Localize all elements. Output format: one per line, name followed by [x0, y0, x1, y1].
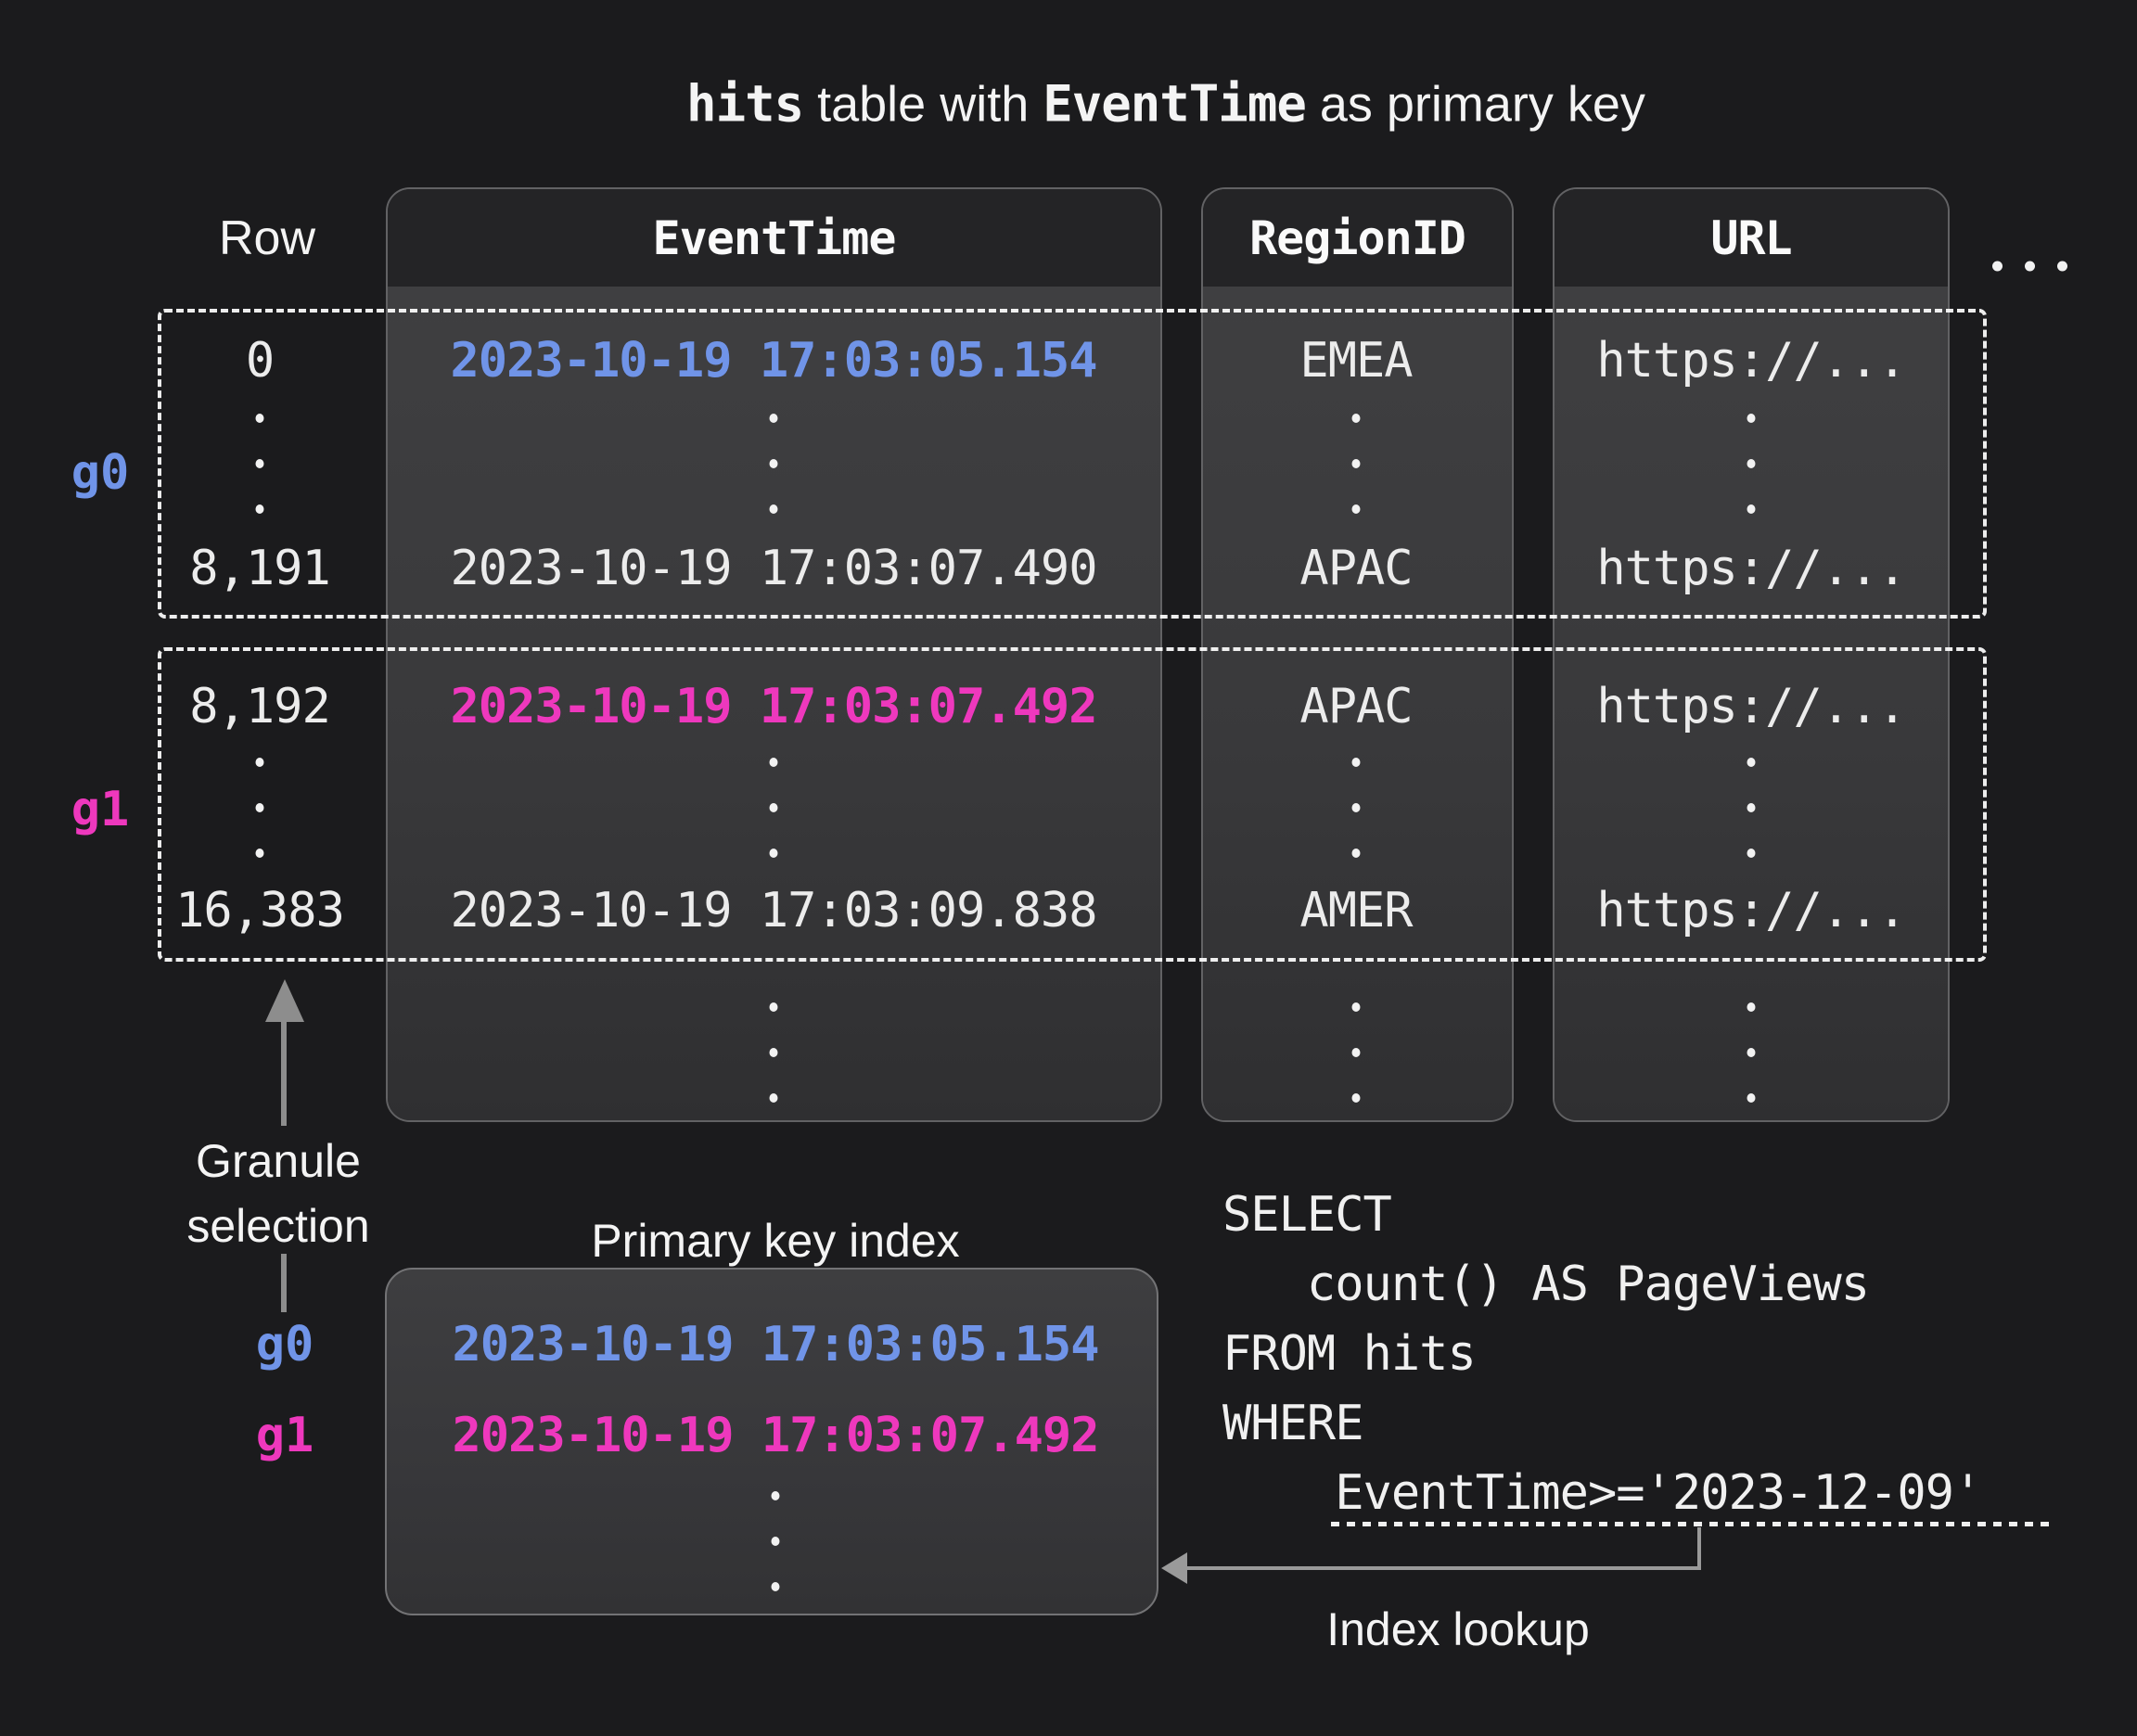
g0-first-url: https://...: [1596, 333, 1906, 389]
g0-row-dots: [255, 414, 264, 514]
granule-1-label: g1: [70, 782, 130, 837]
pk-entry-0-label: g0: [255, 1317, 314, 1372]
column-regionid-body: [1203, 287, 1512, 1120]
g1-last-regionid: AMER: [1299, 883, 1413, 938]
g0-last-row-number: 8,191: [189, 541, 331, 596]
column-eventtime-header: EventTime: [388, 189, 1160, 287]
title-code-hits: hits: [686, 74, 804, 134]
g1-first-url: https://...: [1596, 679, 1906, 734]
g1-last-eventtime: 2023-10-19 17:03:09.838: [450, 883, 1097, 938]
title-text-1: table with: [803, 76, 1043, 133]
index-lookup-arrow-horizontal: [1184, 1566, 1701, 1570]
pk-index-dots: [771, 1491, 780, 1591]
pk-entry-0-value: 2023-10-19 17:03:05.154: [452, 1317, 1099, 1372]
g1-last-row-number: 16,383: [175, 883, 345, 938]
url-tail-dots: [1747, 1002, 1756, 1103]
pk-entry-1-label: g1: [255, 1408, 314, 1463]
column-eventtime-body: [388, 287, 1160, 1120]
title-code-eventtime: EventTime: [1043, 74, 1307, 134]
column-header-eventtime: EventTime: [652, 211, 897, 265]
column-url-body: [1555, 287, 1948, 1120]
granule-1-frame: [158, 647, 1987, 962]
predicate-dotted-underline: [1331, 1522, 2054, 1526]
column-regionid: RegionID: [1201, 187, 1514, 1122]
column-header-regionid: RegionID: [1249, 211, 1466, 265]
index-lookup-arrow-head-icon: [1161, 1552, 1187, 1584]
g0-last-eventtime: 2023-10-19 17:03:07.490: [450, 541, 1097, 596]
sql-line-select: SELECT: [1222, 1187, 1392, 1243]
granule-0-label: g0: [70, 445, 130, 501]
row-column-header: Row: [218, 211, 316, 265]
g1-row-dots: [255, 758, 264, 858]
sql-query: SELECT count() AS PageViews FROM hits WH…: [1222, 1181, 1982, 1528]
g0-first-row-number: 0: [245, 333, 275, 389]
eventtime-tail-dots: [769, 1002, 778, 1103]
granule-0-frame: [158, 309, 1987, 619]
sql-line-predicate: EventTime>='2023-12-09': [1222, 1465, 1982, 1521]
g1-url-dots: [1747, 758, 1756, 858]
index-lookup-arrow-vertical: [1697, 1527, 1701, 1568]
granule-selection-arrow-shaft: [281, 1018, 287, 1126]
granule-selection-label-line2: selection: [186, 1200, 370, 1252]
more-columns-ellipsis-icon: [1992, 261, 2067, 272]
primary-key-index-title: Primary key index: [591, 1215, 960, 1267]
g0-last-regionid: APAC: [1299, 541, 1413, 596]
sql-line-from: FROM hits: [1222, 1326, 1477, 1382]
g0-url-dots: [1747, 414, 1756, 514]
g0-first-eventtime: 2023-10-19 17:03:05.154: [450, 333, 1097, 389]
g0-regionid-dots: [1351, 414, 1361, 514]
column-url-header: URL: [1555, 189, 1948, 287]
title-text-2: as primary key: [1305, 76, 1645, 133]
page-title: hits table with EventTime as primary key: [686, 75, 1645, 134]
granule-selection-arrow-head-icon: [265, 979, 304, 1022]
sql-line-count: count() AS PageViews: [1222, 1257, 1870, 1312]
primary-key-index-box: [385, 1268, 1158, 1615]
g1-first-regionid: APAC: [1299, 679, 1413, 734]
g1-eventtime-dots: [769, 758, 778, 858]
column-regionid-header: RegionID: [1203, 189, 1512, 287]
g0-first-regionid: EMEA: [1299, 333, 1413, 389]
g0-last-url: https://...: [1596, 541, 1906, 596]
granule-selection-label-line1: Granule: [196, 1135, 361, 1187]
index-lookup-label: Index lookup: [1326, 1603, 1590, 1655]
g1-last-url: https://...: [1596, 883, 1906, 938]
column-eventtime: EventTime: [386, 187, 1162, 1122]
g1-first-eventtime: 2023-10-19 17:03:07.492: [450, 679, 1097, 734]
sql-line-where: WHERE: [1222, 1396, 1364, 1451]
column-url: URL: [1553, 187, 1950, 1122]
granule-selection-arrow-tail: [281, 1254, 287, 1312]
g1-regionid-dots: [1351, 758, 1361, 858]
column-header-url: URL: [1710, 211, 1792, 265]
regionid-tail-dots: [1351, 1002, 1361, 1103]
pk-entry-1-value: 2023-10-19 17:03:07.492: [452, 1408, 1099, 1463]
g0-eventtime-dots: [769, 414, 778, 514]
g1-first-row-number: 8,192: [189, 679, 331, 734]
